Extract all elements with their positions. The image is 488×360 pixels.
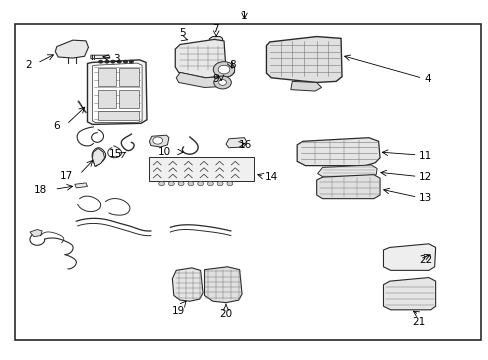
Circle shape [226,181,232,186]
Polygon shape [30,229,42,237]
Polygon shape [316,175,379,199]
Text: 20: 20 [219,309,232,319]
Polygon shape [149,157,254,181]
Polygon shape [75,183,87,188]
Text: 4: 4 [423,74,430,84]
Polygon shape [317,165,376,177]
Polygon shape [55,40,88,58]
Text: 6: 6 [54,121,60,131]
Polygon shape [149,135,168,147]
Circle shape [217,181,223,186]
Polygon shape [92,63,142,123]
Text: 9: 9 [212,74,219,84]
Polygon shape [290,81,321,91]
Text: 2: 2 [25,59,32,69]
Circle shape [129,60,133,63]
Circle shape [207,181,213,186]
Circle shape [117,60,121,63]
Polygon shape [209,37,222,72]
Text: 19: 19 [172,306,185,316]
Polygon shape [225,138,246,148]
Text: 5: 5 [179,28,185,38]
Circle shape [178,181,183,186]
Polygon shape [92,148,104,166]
Polygon shape [176,72,222,87]
Polygon shape [383,278,435,310]
Polygon shape [266,37,341,82]
Text: 14: 14 [264,172,278,182]
Polygon shape [87,60,147,125]
Circle shape [153,137,162,144]
Polygon shape [91,55,110,59]
Text: 3: 3 [113,54,119,64]
Circle shape [213,76,231,89]
Polygon shape [175,40,225,78]
Text: 13: 13 [418,193,431,203]
Circle shape [218,65,229,74]
Circle shape [218,80,226,85]
Text: 18: 18 [34,185,47,195]
Circle shape [197,181,203,186]
Polygon shape [383,244,435,270]
Text: 10: 10 [158,147,171,157]
Text: 16: 16 [238,140,251,150]
Polygon shape [98,111,139,120]
Text: 8: 8 [228,59,235,69]
Text: 15: 15 [108,149,122,159]
Bar [15,24,480,339]
Circle shape [168,181,174,186]
Polygon shape [172,268,203,301]
Text: 1: 1 [241,11,247,21]
Text: 21: 21 [411,317,425,327]
Polygon shape [297,138,379,166]
Circle shape [158,181,164,186]
Circle shape [105,60,109,63]
Polygon shape [119,68,139,86]
Text: 11: 11 [418,150,431,161]
Polygon shape [204,267,242,303]
Text: 17: 17 [60,171,73,181]
Circle shape [123,60,127,63]
Text: 22: 22 [418,255,431,265]
Polygon shape [119,90,139,108]
Circle shape [213,62,234,77]
Circle shape [99,60,102,63]
Circle shape [111,60,115,63]
Text: 7: 7 [211,24,218,34]
Text: 12: 12 [418,172,431,182]
Circle shape [187,181,193,186]
Polygon shape [98,90,116,108]
Polygon shape [98,68,116,86]
Polygon shape [215,65,234,76]
